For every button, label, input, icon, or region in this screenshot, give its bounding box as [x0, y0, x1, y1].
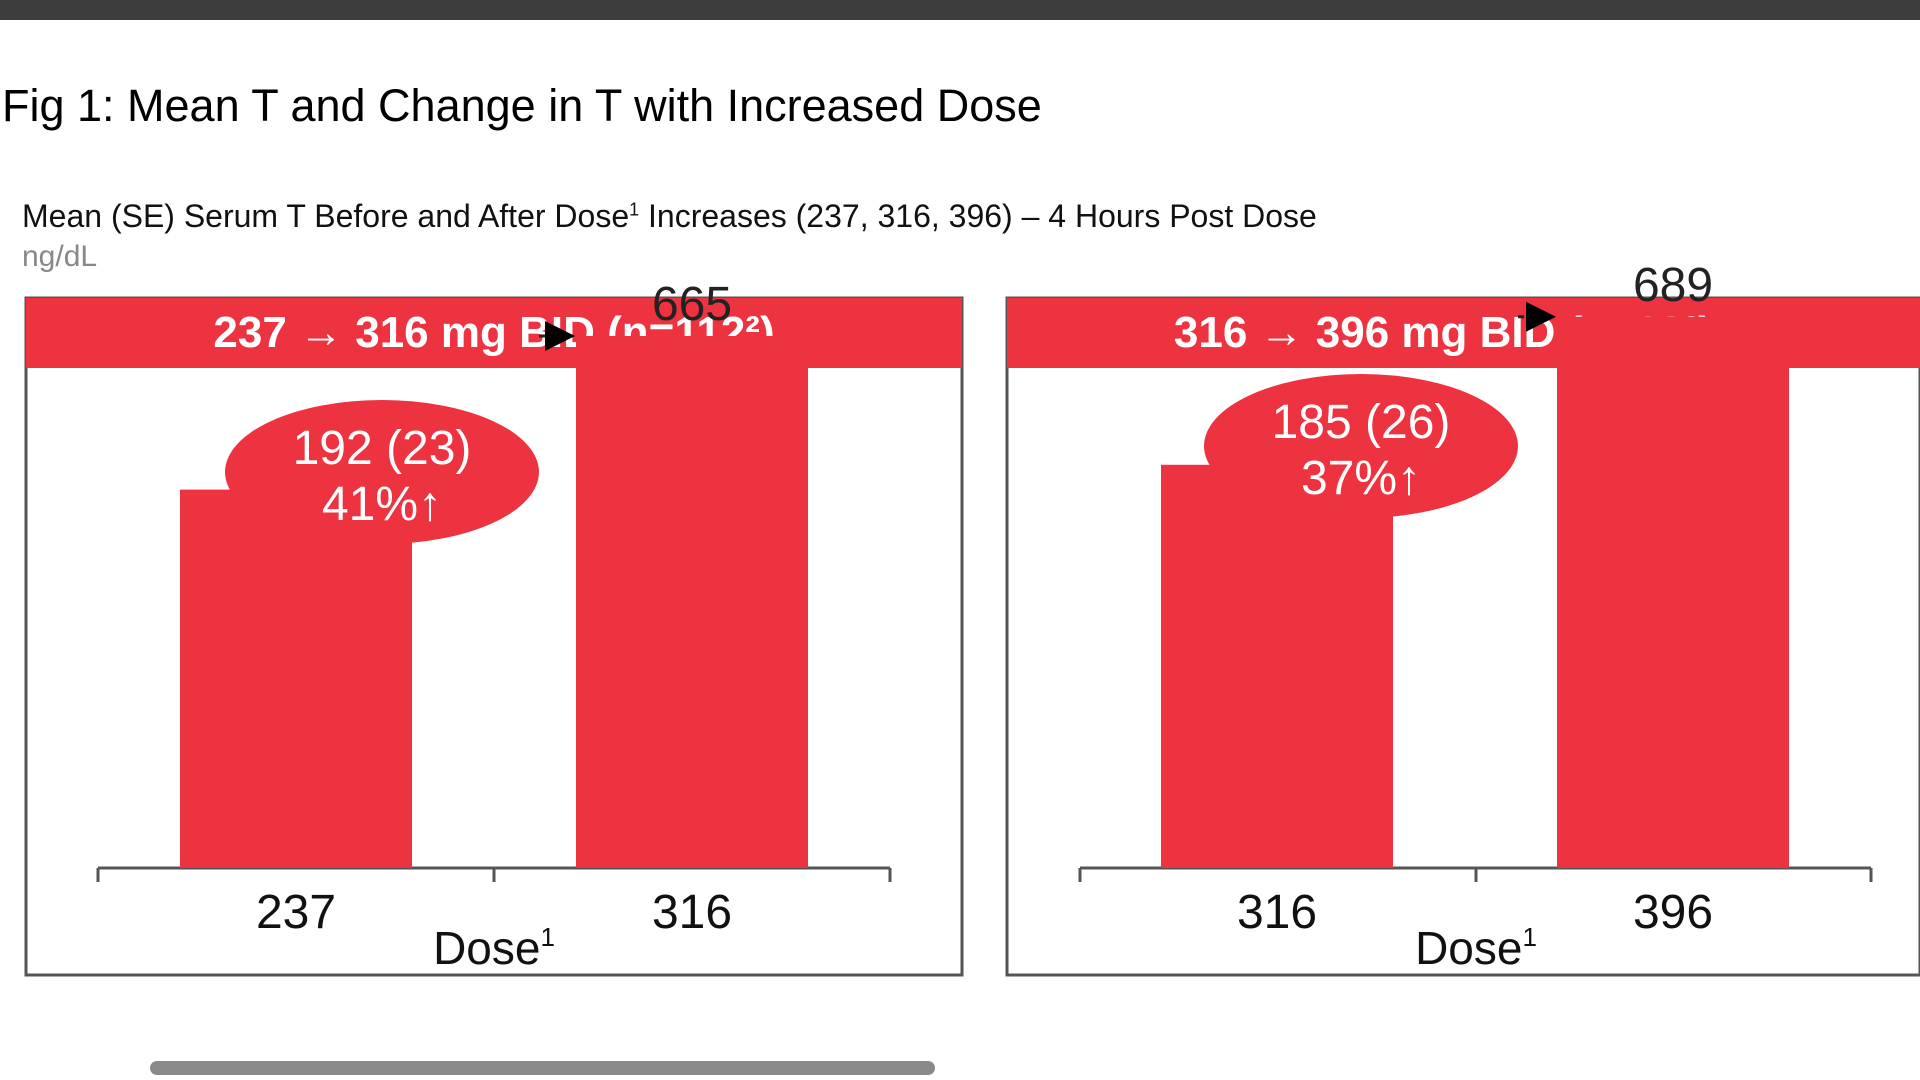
- x-tick-label: 396: [1633, 886, 1713, 939]
- x-tick-label: 316: [1237, 886, 1317, 939]
- subtitle-rest: Increases (237, 316, 396) – 4 Hours Post…: [639, 198, 1317, 234]
- bar-value-label: 689: [1633, 259, 1713, 312]
- bar-316: [576, 336, 808, 868]
- subtitle-main: Mean (SE) Serum T Before and After Dose: [22, 198, 630, 234]
- change-annotation-bubble: [225, 400, 539, 544]
- change-annotation-value: 185 (26): [1272, 396, 1451, 449]
- chart-subtitle: Mean (SE) Serum T Before and After Dose1…: [22, 198, 1317, 235]
- unit-label: ng/dL: [22, 240, 98, 273]
- x-axis-label: Dose1: [433, 922, 555, 974]
- x-axis-label: Dose1: [1415, 922, 1537, 974]
- change-annotation-bubble: [1204, 374, 1518, 518]
- change-annotation-value: 192 (23): [293, 422, 472, 475]
- bar-237: [180, 489, 412, 868]
- subtitle-superscript: 1: [629, 199, 640, 220]
- top-bar: [0, 0, 1920, 20]
- x-tick-label: 237: [256, 886, 336, 939]
- horizontal-scrollbar[interactable]: [150, 1061, 935, 1075]
- x-tick-label: 316: [652, 886, 732, 939]
- bar-396: [1557, 316, 1789, 868]
- figure-title: Fig 1: Mean T and Change in T with Incre…: [2, 80, 1042, 131]
- bar-316: [1161, 464, 1393, 868]
- change-annotation-percent: 37%↑: [1301, 452, 1421, 505]
- bar-value-label: 665: [652, 278, 732, 331]
- change-annotation-percent: 41%↑: [322, 478, 442, 531]
